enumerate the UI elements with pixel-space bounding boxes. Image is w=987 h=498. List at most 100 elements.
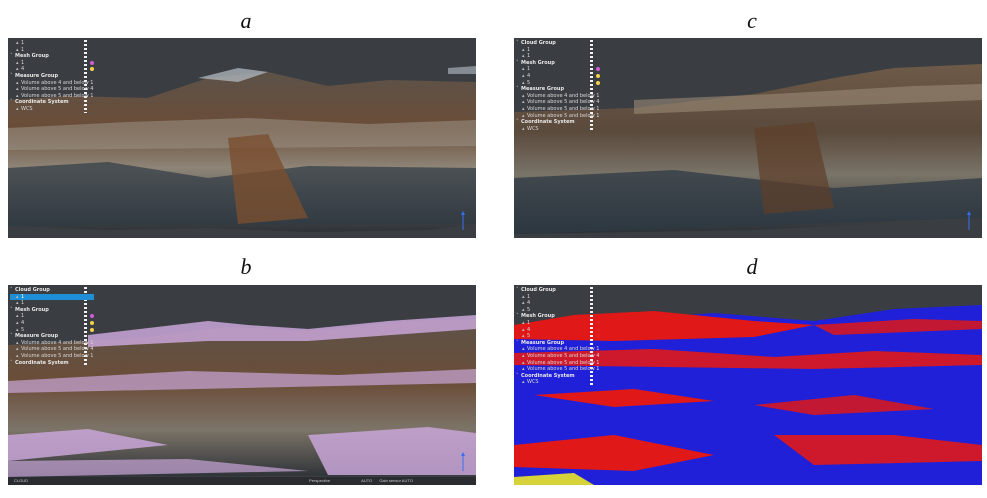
tree-item-row[interactable]: ▴ 1 (10, 47, 94, 54)
tree-item-row[interactable]: ▴ 4 (516, 327, 600, 334)
tree-item-row[interactable]: ▴ Volume above 5 and below 4 (10, 86, 94, 93)
tree-group-row[interactable]: ˅ Measure Group (10, 73, 94, 80)
color-swatch-icon[interactable] (90, 67, 94, 72)
status-item: CLOUD (14, 478, 29, 483)
tree-item-row[interactable]: ▴ WCS (10, 106, 94, 113)
tree-group-row[interactable]: ˅ Mesh Group (10, 307, 94, 314)
tree-item-row[interactable]: ▴ Volume above 4 and below 1 (10, 80, 94, 87)
tree-group-row[interactable]: ˅ Measure Group (516, 340, 600, 347)
mesh-overlay-scene[interactable] (8, 285, 476, 485)
tree-item-row[interactable]: ▴ 1 (516, 294, 600, 301)
tree-item-row[interactable]: ▴ 1 (516, 320, 600, 327)
color-swatch-icon[interactable] (596, 73, 600, 78)
tree-item-row[interactable]: ▴ 1 (10, 60, 94, 67)
tree-item-row[interactable]: ▴ Volume above 5 and below 1 (516, 106, 600, 113)
tree-item-label: Volume above 5 and below 4 (21, 86, 94, 93)
tree-item-row[interactable]: ▴ Volume above 5 and below 4 (10, 346, 94, 353)
tree-item-row[interactable]: ▴ 5 (516, 333, 600, 340)
item-icon: ▴ (522, 366, 525, 373)
chevron-down-icon: ˅ (516, 372, 519, 379)
tree-group-row[interactable]: ˅ Cloud Group (10, 287, 94, 294)
tree-item-row[interactable]: ▴ 4 (516, 300, 600, 307)
tree-item-row[interactable]: ▴ WCS (516, 379, 600, 386)
tree-item-row[interactable]: ▴ WCS (516, 126, 600, 133)
color-swatch-icon[interactable] (90, 327, 94, 332)
tree-item-row[interactable]: ▴ Volume above 5 and below 1 (516, 113, 600, 120)
color-swatch-icon[interactable] (90, 60, 94, 65)
item-icon: ▴ (522, 92, 525, 99)
tree-group-row[interactable]: ˅ Measure Group (10, 333, 94, 340)
tree-group-row[interactable]: ˅ Coordinate System (516, 119, 600, 126)
visibility-column[interactable] (590, 40, 593, 133)
status-item[interactable]: AUTO (361, 478, 373, 483)
tree-item-row[interactable]: ▴ Volume above 5 and below 1 (10, 93, 94, 100)
tree-item-label: Measure Group (521, 339, 565, 346)
color-swatch-icon[interactable] (90, 320, 94, 325)
tree-item-label: 4 (21, 319, 25, 326)
tree-item-row[interactable]: ▴ Volume above 4 and below 1 (10, 340, 94, 347)
chevron-down-icon: ˅ (10, 287, 13, 293)
item-icon: ▴ (522, 112, 525, 119)
tree-item-row[interactable]: ▴ Volume above 5 and below 1 (516, 360, 600, 367)
visibility-column[interactable] (84, 287, 87, 367)
tree-item-row[interactable]: ▴ 1 (516, 66, 600, 73)
tree-item-row[interactable]: ▴ 4 (10, 66, 94, 73)
tree-item-row[interactable]: ▴ Volume above 5 and below 1 (10, 353, 94, 360)
color-swatch-icon[interactable] (596, 334, 600, 339)
tree-item-label: Cloud Group (521, 287, 556, 293)
tree-group-row[interactable]: ˅ Mesh Group (10, 53, 94, 60)
visibility-column[interactable] (84, 40, 87, 113)
tree-group-row[interactable]: ˅ Mesh Group (516, 313, 600, 320)
tree-item-row[interactable]: ▴ 5 (516, 80, 600, 87)
tree-group-row[interactable]: ˅ Measure Group (516, 86, 600, 93)
color-swatch-icon[interactable] (90, 314, 94, 319)
tree-item-row[interactable]: ▴ Volume above 5 and below 1 (516, 366, 600, 373)
item-icon: ▴ (522, 105, 525, 112)
scene-tree-d: ˅ Cloud Group ▴ 1 ▴ 4 ▴ 5 ˅ Mesh Group ▴ 1 ▴ 4 ▴ 5 ˅ Meas… (516, 287, 600, 386)
volume-difference-scene[interactable] (514, 285, 982, 485)
color-swatch-icon[interactable] (596, 320, 600, 325)
item-icon: ▴ (16, 319, 19, 326)
tree-item-row[interactable]: ▴ Volume above 4 and below 1 (516, 346, 600, 353)
viewport-panel-a[interactable]: ▴ 1 ▴ 1 ˅ Mesh Group ▴ 1 ▴ 4 ˅ Measure Group ▴ Volume… (8, 38, 476, 238)
tree-item-row[interactable]: ▴ 1 (516, 53, 600, 60)
tree-item-label: 1 (21, 313, 25, 320)
item-icon: ▴ (16, 59, 19, 66)
cloud-icon: ▴ (16, 46, 19, 53)
color-swatch-icon[interactable] (596, 327, 600, 332)
cloud-icon: ▴ (522, 306, 525, 313)
status-item[interactable]: Perspective (309, 478, 331, 483)
viewport-panel-d[interactable]: ˅ Cloud Group ▴ 1 ▴ 4 ▴ 5 ˅ Mesh Group ▴ 1 ▴ 4 ▴ 5 ˅ Meas… (514, 285, 982, 485)
tree-item-row[interactable]: ▴ 4 (10, 320, 94, 327)
viewport-panel-b[interactable]: ˅ Cloud Group ▴ 1 ▴ 1 ˅ Mesh Group ▴ 1 ▴ 4 ▴ 5 ˅ Measur… (8, 285, 476, 485)
tree-item-row[interactable]: ▴ 1 (516, 47, 600, 54)
tree-item-row[interactable]: ▴ 5 (10, 327, 94, 334)
tree-item-row[interactable]: ▴ Volume above 5 and below 4 (516, 99, 600, 106)
visibility-column[interactable] (590, 287, 593, 386)
tree-item-row[interactable]: ▴ Volume above 5 and below 4 (516, 353, 600, 360)
tree-item-row[interactable]: ▴ 4 (516, 73, 600, 80)
tree-item-row[interactable]: ▴ 1 (10, 313, 94, 320)
tree-item-label: 4 (527, 326, 531, 333)
point-cloud-scene[interactable] (514, 38, 982, 238)
tree-item-label: 1 (21, 46, 25, 53)
tree-group-row[interactable]: ˅ Coordinate System (516, 373, 600, 380)
tree-group-row[interactable]: ˅ Cloud Group (516, 40, 600, 47)
tree-item-row[interactable]: ▴ Volume above 4 and below 1 (516, 93, 600, 100)
tree-group-row[interactable]: ˅ Coordinate System (10, 360, 94, 367)
color-swatch-icon[interactable] (596, 67, 600, 72)
tree-group-row[interactable]: ˅ Mesh Group (516, 60, 600, 67)
tree-item-row[interactable]: ▴ 1 (10, 300, 94, 307)
tree-item-label: Coordinate System (15, 99, 69, 106)
tree-item-row[interactable]: ▴ 5 (516, 307, 600, 314)
viewport-panel-c[interactable]: ˅ Cloud Group ▴ 1 ▴ 1 ˅ Mesh Group ▴ 1 ▴ 4 ▴ 5 ˅ Measur… (514, 38, 982, 238)
scene-tree-a: ▴ 1 ▴ 1 ˅ Mesh Group ▴ 1 ▴ 4 ˅ Measure Group ▴ Volume… (10, 40, 94, 113)
tree-group-row[interactable]: ˅ Cloud Group (516, 287, 600, 294)
tree-item-row[interactable]: ▴ 1 (10, 293, 94, 301)
tree-item-label: 1 (21, 59, 25, 66)
tree-item-row[interactable]: ▴ 1 (10, 40, 94, 47)
status-item[interactable]: Gain sensor AUTO (379, 478, 413, 483)
tree-group-row[interactable]: ˅ Coordinate System (10, 99, 94, 106)
color-swatch-icon[interactable] (596, 80, 600, 85)
point-cloud-scene[interactable] (8, 38, 476, 238)
